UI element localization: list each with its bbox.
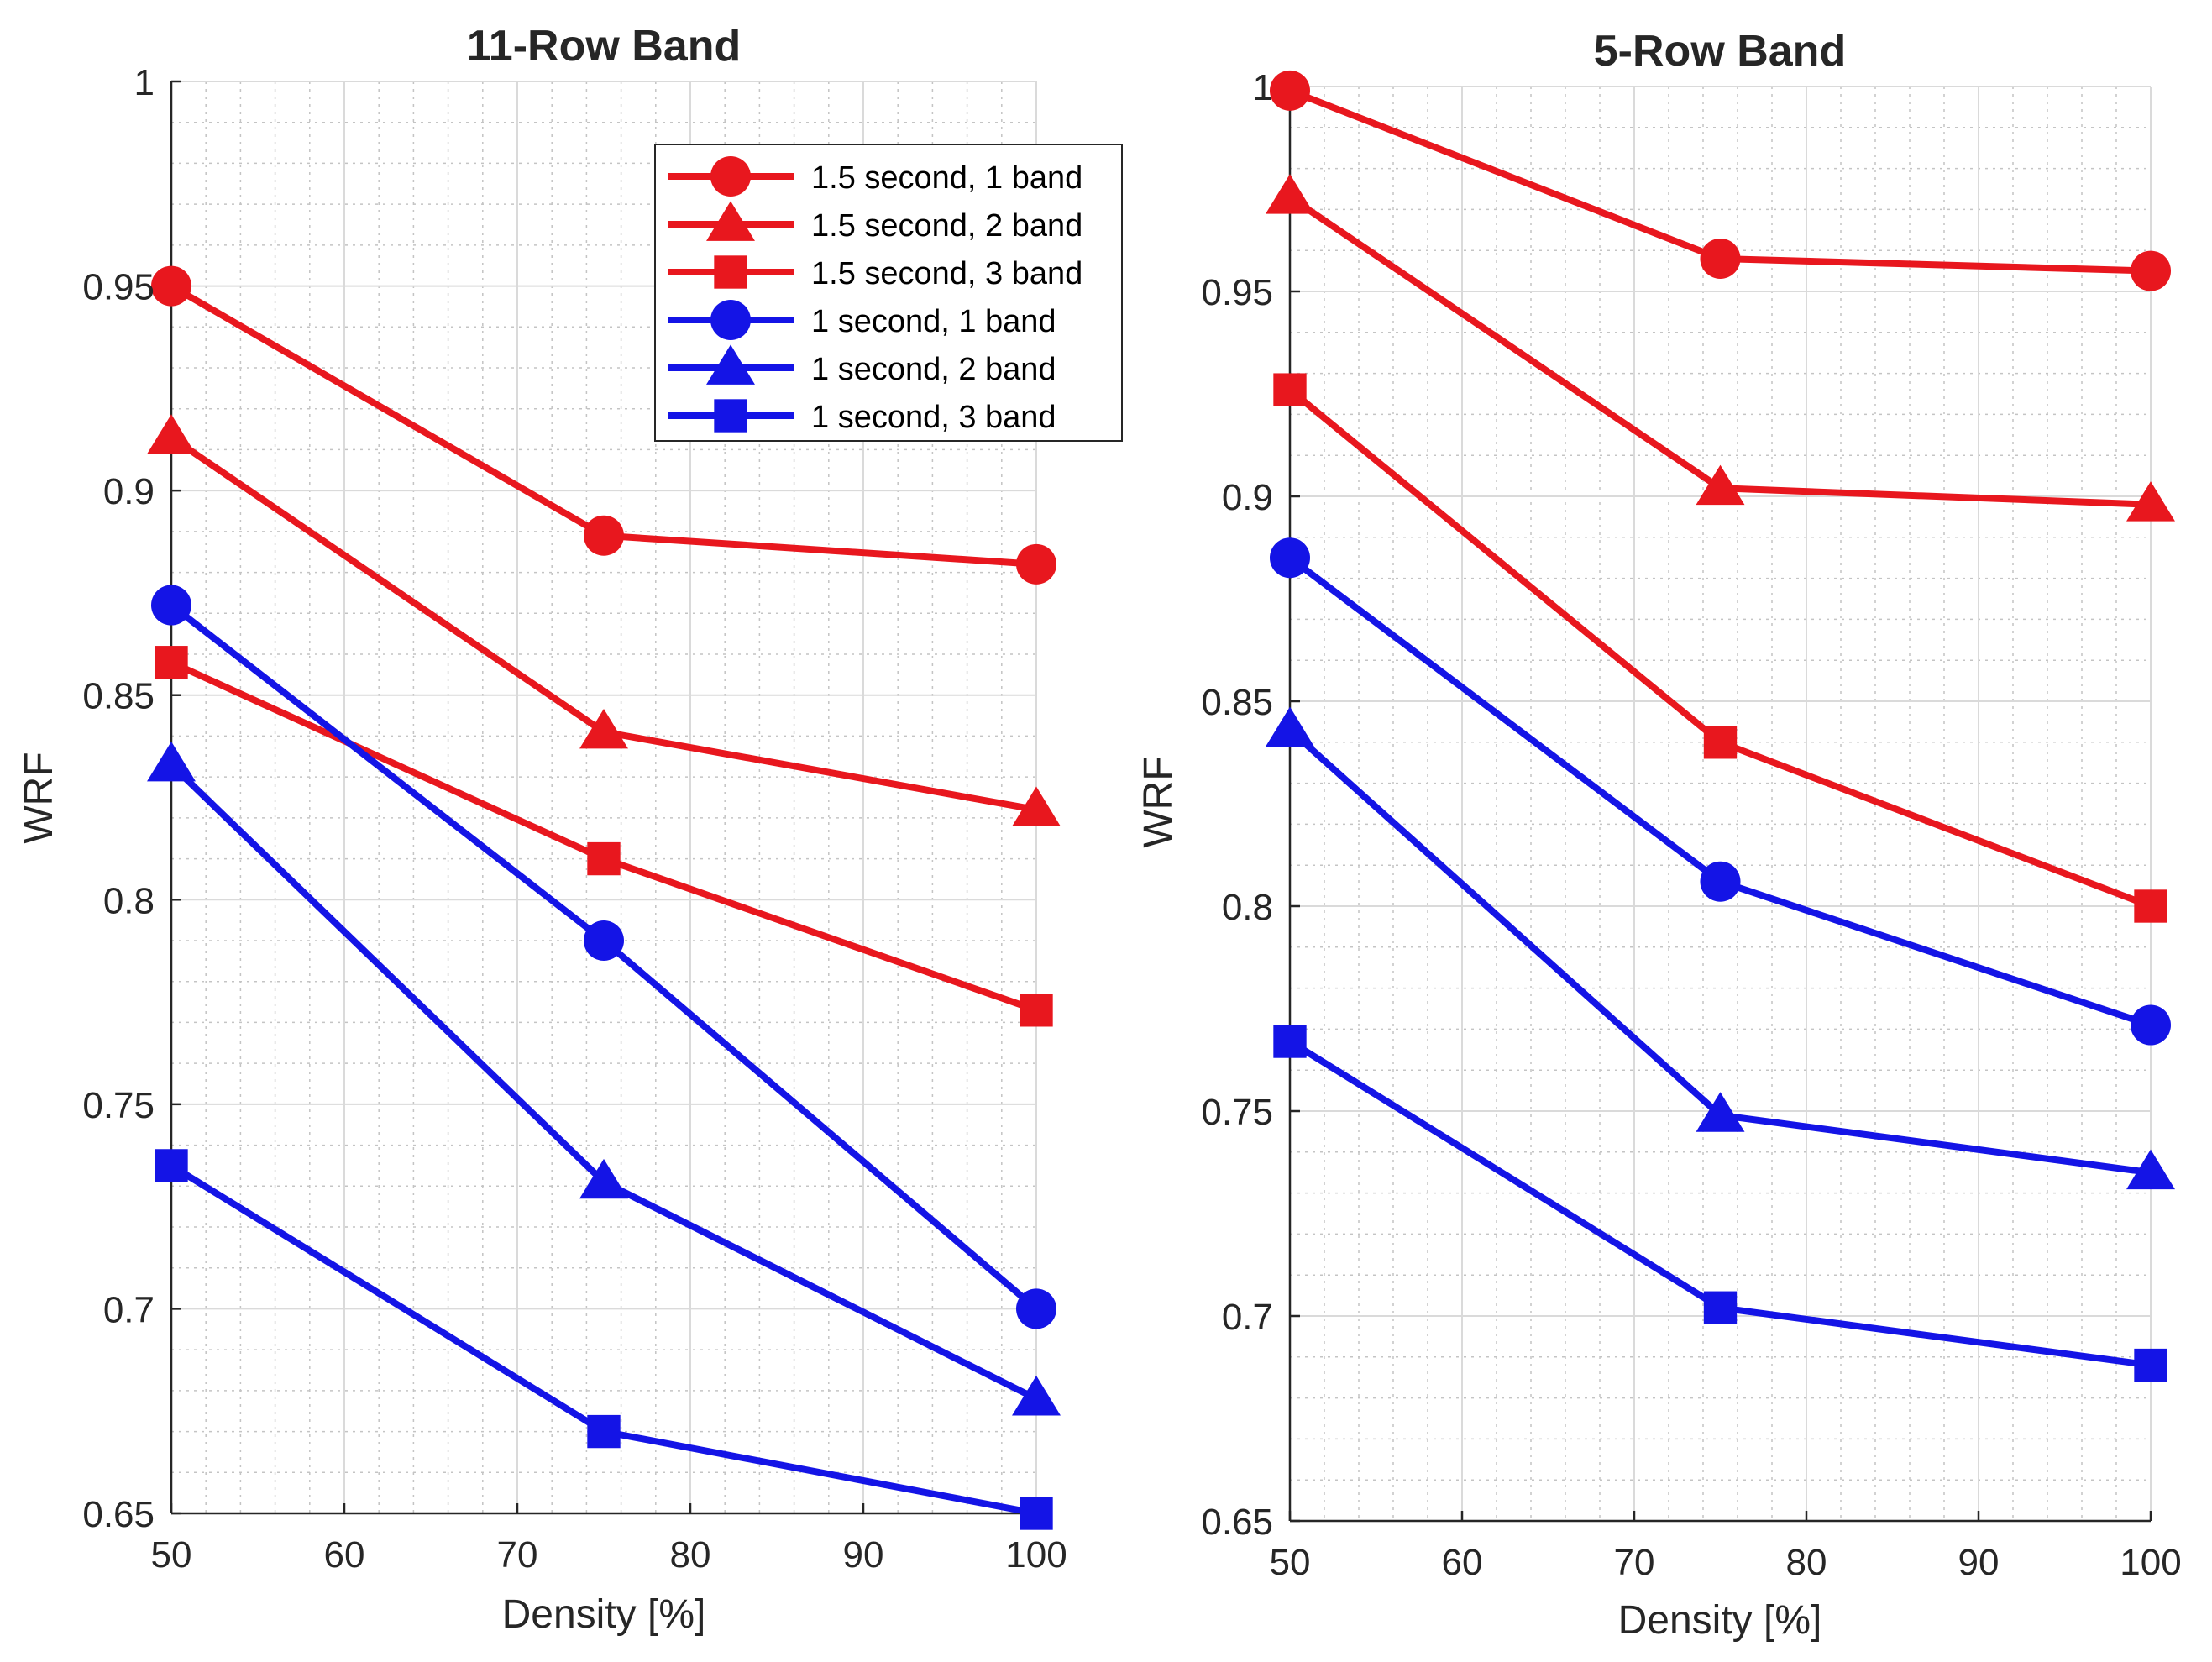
legend-label: 1.5 second, 1 band	[811, 160, 1082, 196]
y-tick-label: 0.85	[82, 676, 155, 717]
data-point-marker	[1700, 238, 1741, 279]
x-tick-label: 80	[670, 1534, 711, 1575]
data-point-marker	[155, 646, 188, 679]
data-point-marker	[151, 585, 191, 626]
plot-area	[1290, 87, 2151, 1521]
data-point-marker	[1703, 1291, 1738, 1324]
data-point-marker	[2126, 481, 2175, 522]
x-tick-label: 70	[497, 1534, 538, 1575]
legend-keys	[668, 156, 794, 433]
y-axis-label: WRF	[1136, 756, 1181, 847]
legend-key-marker	[706, 344, 755, 385]
legend-label: 1.5 second, 2 band	[811, 208, 1082, 244]
legend: 1.5 second, 1 band 1.5 second, 2 band 1.…	[654, 144, 1123, 442]
data-point-marker	[1020, 994, 1053, 1027]
legend-key-marker	[714, 255, 747, 289]
legend-label: 1.5 second, 3 band	[811, 256, 1082, 291]
legend-key-marker	[710, 300, 751, 340]
data-point-marker	[1273, 373, 1307, 406]
x-tick-label: 100	[2120, 1542, 2181, 1583]
y-tick-label: 0.9	[103, 471, 155, 512]
legend-key-marker	[714, 399, 747, 433]
data-point-marker	[579, 708, 628, 749]
x-tick-label: 50	[151, 1534, 192, 1575]
x-tick-label: 100	[1005, 1534, 1067, 1575]
y-tick-label: 0.85	[1201, 682, 1273, 723]
data-point-marker	[587, 841, 621, 876]
data-point-marker	[1270, 537, 1310, 579]
y-tick-label: 0.8	[103, 880, 155, 921]
y-axis-label: WRF	[17, 752, 61, 843]
legend-label: 1 second, 1 band	[811, 304, 1056, 339]
data-point-marker	[2134, 1348, 2167, 1382]
data-point-marker	[1696, 1092, 1745, 1132]
x-axis-label: Density [%]	[1618, 1598, 1822, 1643]
y-tick-label: 0.65	[1201, 1502, 1273, 1543]
data-point-marker	[1012, 1376, 1061, 1416]
data-point-marker	[1012, 786, 1061, 826]
tick-labels: 50 60 70 80 90 100 0.65 0.7 0.75 0.8 0.85 0.9 0.95 1	[82, 62, 1067, 1575]
data-point-marker	[1703, 726, 1738, 759]
data-point-marker	[1270, 70, 1310, 111]
y-tick-label: 0.9	[1222, 477, 1273, 518]
data-series	[147, 265, 1061, 1530]
data-point-marker	[1016, 1288, 1056, 1329]
y-tick-label: 0.75	[82, 1085, 155, 1126]
legend-label: 1 second, 2 band	[811, 352, 1056, 387]
y-tick-label: 0.8	[1222, 887, 1273, 928]
data-point-marker	[1266, 174, 1314, 214]
chart-title: 5-Row Band	[1594, 27, 1846, 76]
data-point-marker	[584, 920, 624, 961]
y-tick-label: 0.7	[1222, 1297, 1273, 1338]
legend-label: 1 second, 3 band	[811, 400, 1056, 435]
y-tick-label: 0.65	[82, 1494, 155, 1535]
x-axis-label: Density [%]	[502, 1592, 706, 1637]
y-tick-label: 0.95	[1201, 272, 1273, 313]
y-tick-label: 0.7	[103, 1289, 155, 1330]
x-tick-label: 90	[843, 1534, 884, 1575]
x-tick-label: 80	[1786, 1542, 1827, 1583]
axes	[170, 80, 1038, 1515]
x-tick-label: 70	[1614, 1542, 1655, 1583]
chart-panel-11-row: 50 60 70 80 90 100 0.65 0.7 0.75 0.8 0.85 0.9 0.95 1 …	[17, 22, 1123, 1637]
data-series	[1266, 70, 2175, 1382]
chart-title: 11-Row Band	[467, 22, 742, 71]
x-tick-label: 90	[1958, 1542, 2000, 1583]
data-point-marker	[1273, 1025, 1307, 1058]
data-point-marker	[1696, 464, 1745, 506]
data-point-marker	[151, 265, 191, 307]
y-tick-label: 1	[134, 62, 155, 103]
chart-panel-5-row: 50 60 70 80 90 1000.650.70.750.80.850.90.951 …	[1136, 27, 2182, 1643]
data-point-marker	[584, 515, 624, 556]
data-point-marker	[147, 414, 196, 454]
data-point-marker	[1700, 861, 1741, 902]
y-tick-label: 1	[1253, 67, 1273, 108]
tick-labels: 50 60 70 80 90 100 0.65 0.7 0.75 0.8 0.85 0.9 0.95 1	[1201, 67, 2181, 1583]
data-point-marker	[155, 1149, 188, 1182]
data-point-marker	[2134, 889, 2167, 923]
data-point-marker	[579, 1158, 628, 1199]
data-point-marker	[587, 1414, 621, 1449]
data-point-marker	[1266, 706, 1314, 747]
data-point-marker	[1020, 1497, 1053, 1530]
y-tick-label: 0.95	[82, 267, 155, 308]
y-tick-label: 0.75	[1201, 1092, 1273, 1133]
x-tick-label: 50	[1270, 1542, 1311, 1583]
grid	[1289, 86, 2152, 1522]
legend-key-marker	[706, 201, 755, 241]
data-point-marker	[2131, 250, 2171, 291]
x-tick-label: 60	[1442, 1542, 1483, 1583]
x-tick-label: 60	[324, 1534, 365, 1575]
data-point-marker	[2126, 1149, 2175, 1190]
data-point-marker	[147, 741, 196, 782]
legend-key-marker	[710, 156, 751, 197]
data-point-marker	[1016, 543, 1056, 585]
data-point-marker	[2131, 1004, 2171, 1046]
